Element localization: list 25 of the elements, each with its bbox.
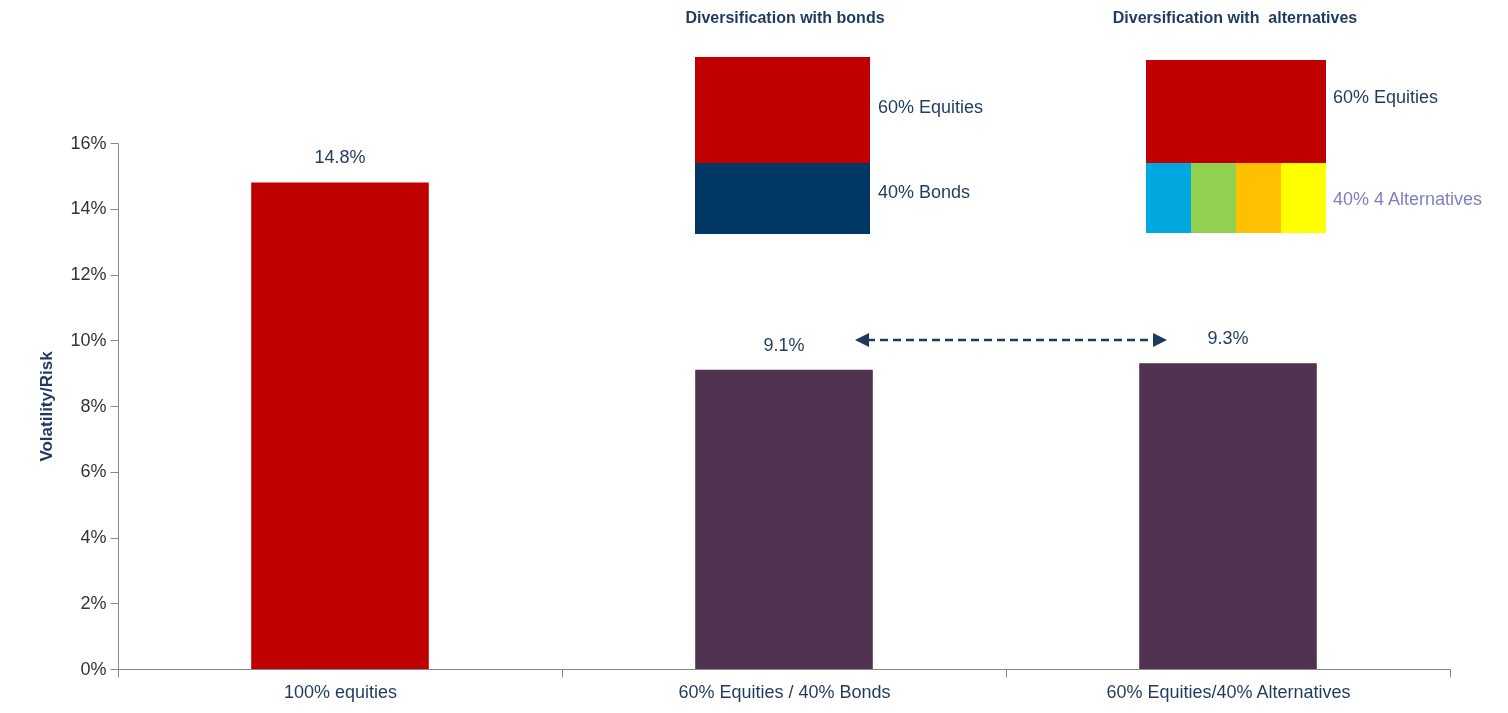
x-tick-label: 60% Equities/40% Alternatives	[1106, 681, 1351, 702]
y-tick-label: 6%	[80, 461, 107, 482]
annotation: 40% Bonds	[878, 182, 971, 203]
data-label: 9.1%	[763, 334, 805, 355]
text: Diversification with bonds	[685, 9, 885, 27]
y-tick-label: 16%	[70, 132, 107, 153]
bar	[251, 182, 429, 669]
x-tick-label: 100% equities	[283, 681, 398, 702]
x-tick-label: 60% Equities / 40% Bonds	[678, 681, 891, 702]
text: 60% Equities	[1333, 87, 1439, 108]
text: 60% Equities	[878, 97, 984, 118]
bar	[695, 369, 873, 669]
y-tick-label: 12%	[70, 264, 107, 284]
data-label: 14.8%	[314, 147, 366, 168]
y-tick-label: 4%	[80, 527, 107, 547]
y-tick-label: 0%	[80, 658, 107, 679]
bar	[1139, 363, 1317, 669]
text: Diversification with alternatives	[1112, 9, 1358, 27]
y-tick-label: 2%	[80, 592, 107, 613]
y-tick-label: 14%	[70, 198, 107, 219]
y-axis-title: Volatility/Risk	[37, 350, 57, 462]
data-label: 9.3%	[1207, 328, 1249, 349]
y-tick-label: 8%	[80, 395, 107, 416]
y-tick-label: 10%	[70, 329, 107, 350]
annotation: 40% 4 Alternatives	[1333, 189, 1483, 210]
